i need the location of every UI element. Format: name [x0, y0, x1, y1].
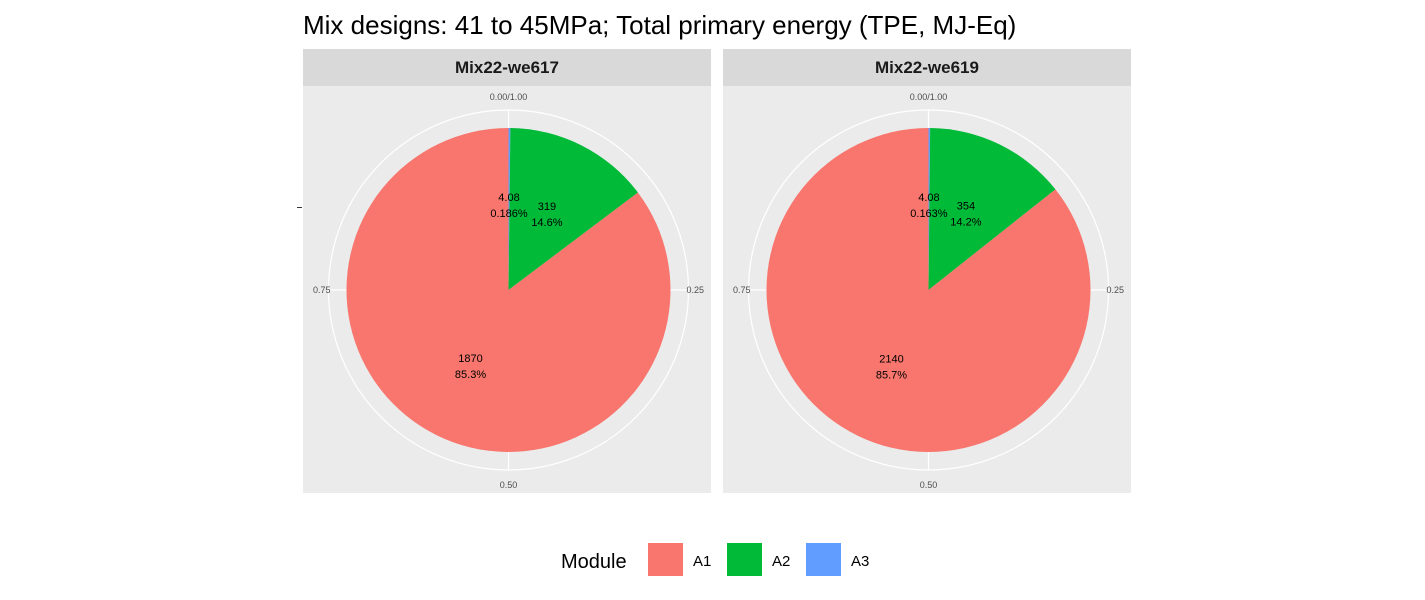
legend-key-a2 [727, 543, 762, 576]
theta-tick-label: 0.00/1.00 [910, 92, 948, 102]
legend-label-a2: A2 [772, 553, 790, 570]
slice-percent-label: 85.7% [876, 370, 907, 382]
legend-key-a3 [806, 543, 841, 576]
pie-slice-a1 [766, 128, 1091, 453]
slice-value-label: 319 [538, 201, 556, 213]
pie-slice-a3 [508, 128, 511, 290]
theta-tick-label: 0.25 [687, 285, 705, 295]
pie-slice-a2 [928, 128, 1056, 290]
facet-strip-label: Mix22-we617 [455, 58, 559, 77]
slice-value-label: 4.08 [918, 192, 939, 204]
slice-percent-label: 0.186% [490, 208, 528, 220]
facet-panels: Mix22-we617 4.08 0.186% 319 14.6% 1870 85.3% 0.… [297, 49, 1131, 493]
slice-value-label: 4.08 [498, 192, 519, 204]
legend-title: Module [561, 551, 627, 573]
theta-tick-label: 0.25 [1107, 285, 1125, 295]
facet-strip-label: Mix22-we619 [875, 58, 979, 77]
slice-value-label: 354 [957, 201, 975, 213]
legend: Module A1 A2 A3 [561, 543, 869, 576]
theta-tick-label: 0.50 [500, 480, 518, 490]
pie-slice-a3 [928, 128, 931, 290]
panel-mix22-we619: Mix22-we619 4.08 0.163% 354 14.2% 2140 85.7% 0.… [723, 49, 1131, 493]
legend-label-a3: A3 [851, 553, 869, 570]
chart-title: Mix designs: 41 to 45MPa; Total primary … [303, 10, 1016, 40]
pie-slice-a1 [346, 128, 671, 452]
theta-tick-label: 0.75 [733, 285, 751, 295]
facet-strip [723, 49, 1131, 86]
pie-slice-a2 [508, 128, 638, 290]
slice-percent-label: 0.163% [910, 208, 948, 220]
facet-strip [303, 49, 711, 86]
slice-value-label: 2140 [879, 354, 903, 366]
panel-mix22-we617: Mix22-we617 4.08 0.186% 319 14.6% 1870 85.3% 0.… [303, 49, 711, 493]
slice-percent-label: 85.3% [455, 369, 486, 381]
theta-tick-label: 0.50 [920, 480, 938, 490]
slice-percent-label: 14.6% [531, 217, 562, 229]
legend-key-a1 [648, 543, 683, 576]
theta-tick-label: 0.75 [313, 285, 331, 295]
slice-percent-label: 14.2% [950, 217, 981, 229]
theta-tick-label: 0.00/1.00 [490, 92, 528, 102]
slice-value-label: 1870 [458, 353, 482, 365]
legend-label-a1: A1 [693, 553, 711, 570]
